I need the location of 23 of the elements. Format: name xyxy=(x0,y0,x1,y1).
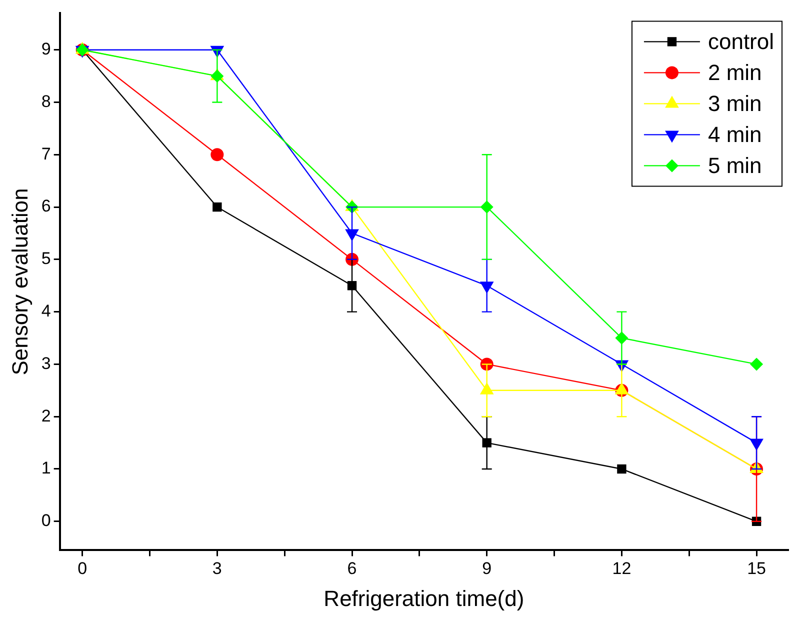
y-tick-label: 9 xyxy=(41,40,51,59)
y-tick-label: 6 xyxy=(41,196,51,216)
legend-label: 4 min xyxy=(708,122,762,147)
y-tick-label: 4 xyxy=(41,302,51,321)
y-tick-label: 0 xyxy=(41,511,51,530)
x-tick-label: 9 xyxy=(482,559,492,578)
x-axis-title: Refrigeration time(d) xyxy=(324,586,524,611)
y-tick-label: 5 xyxy=(41,249,51,268)
y-tick-label: 3 xyxy=(41,354,51,373)
x-tick-label: 6 xyxy=(347,559,357,578)
legend-label: 5 min xyxy=(708,152,762,178)
x-tick-label: 12 xyxy=(612,559,632,578)
y-tick-label: 7 xyxy=(41,144,51,164)
y-tick-label: 1 xyxy=(41,458,51,478)
x-tick-label: 15 xyxy=(747,559,766,578)
y-tick-label: 8 xyxy=(41,92,51,111)
y-axis-title: Sensory evaluation xyxy=(7,188,32,376)
legend-label: 2 min xyxy=(708,60,762,85)
y-tick-label: 2 xyxy=(41,406,51,426)
x-tick-label: 3 xyxy=(212,559,222,578)
x-tick-label: 0 xyxy=(78,559,88,578)
legend-label: 3 min xyxy=(708,90,762,116)
legend-label: control xyxy=(708,28,774,54)
